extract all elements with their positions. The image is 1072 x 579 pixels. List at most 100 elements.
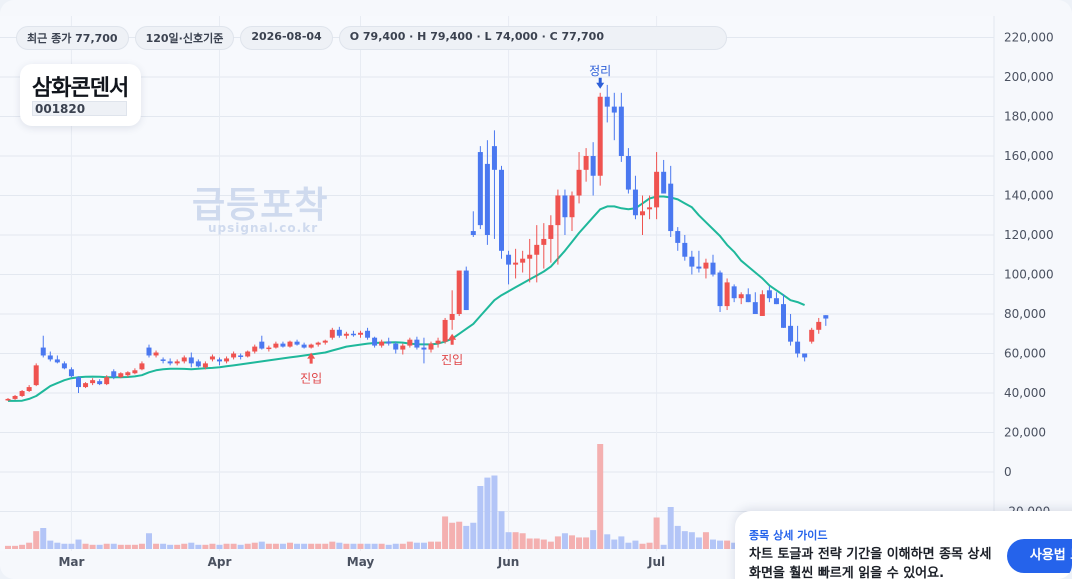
candle-body	[125, 372, 131, 376]
candle	[188, 352, 194, 368]
volume-bar	[174, 544, 181, 549]
volume-bar	[597, 444, 604, 549]
candle	[788, 314, 794, 346]
candle	[125, 371, 131, 378]
candle-body	[188, 357, 194, 364]
info-bar: 최근 종가 77,700 120일·신호기준 2026-08-04 O 79,4…	[16, 26, 727, 50]
volume-bar	[315, 543, 322, 549]
volume-bar	[167, 544, 174, 549]
volume-bar	[124, 544, 131, 549]
candle	[132, 368, 138, 375]
candle-body	[19, 391, 25, 396]
candle-body	[738, 294, 744, 299]
volume-bar	[146, 533, 152, 549]
candle-body	[583, 156, 589, 170]
candle-body	[174, 361, 180, 364]
volume-bar	[477, 486, 484, 549]
candle	[745, 288, 751, 303]
candle	[576, 152, 582, 204]
candle-body	[576, 169, 582, 196]
candle	[802, 353, 808, 362]
candle	[217, 357, 222, 366]
candle-body	[400, 345, 406, 350]
candle-body	[604, 96, 610, 107]
volume-bar	[484, 477, 491, 549]
candle-body	[308, 344, 314, 348]
candle-body	[40, 347, 46, 356]
candle	[562, 189, 568, 235]
volume-bar	[195, 544, 202, 549]
guide-toast: 종목 상세 가이드 차트 토글과 전략 기간을 이해하면 종목 상세 화면을 훨…	[735, 511, 1072, 579]
candle-body	[238, 355, 244, 357]
candle	[40, 335, 46, 358]
volume-bar	[301, 543, 308, 549]
candle-body	[484, 163, 490, 235]
plot-area	[0, 16, 994, 551]
volume-bar	[604, 534, 611, 549]
watermark-brand: 급등포착	[192, 185, 329, 226]
volume-bar	[435, 541, 442, 549]
candle	[343, 331, 349, 339]
candle	[696, 250, 702, 273]
volume-bar	[26, 542, 33, 549]
candle	[513, 248, 519, 279]
candle	[301, 342, 307, 349]
candle	[358, 330, 363, 338]
candle	[33, 363, 39, 387]
candle	[68, 367, 74, 378]
guide-title: 종목 상세 가이드	[749, 529, 828, 542]
candle	[583, 148, 589, 182]
watermark-url: upsignal.co.kr	[208, 221, 319, 235]
guide-button[interactable]: 사용법 보기	[1007, 539, 1072, 573]
volume-bar	[428, 541, 434, 549]
volume-bar	[632, 540, 639, 549]
volume-bar	[618, 536, 625, 549]
candle	[174, 359, 180, 366]
candle-body	[477, 152, 483, 226]
candle	[661, 159, 667, 194]
candle	[118, 372, 124, 379]
x-tick-label: May	[347, 555, 375, 569]
candle	[393, 341, 399, 354]
volume-bar	[420, 542, 427, 549]
candle-body	[513, 262, 519, 265]
volume-bar	[456, 521, 463, 549]
volume-bar	[202, 544, 209, 549]
candle	[781, 294, 786, 328]
candle-body	[534, 244, 540, 255]
volume-bar	[498, 511, 505, 549]
candle	[484, 140, 490, 245]
candle	[823, 315, 829, 326]
candle	[647, 195, 653, 220]
candle	[329, 327, 335, 340]
candle-body	[562, 195, 568, 218]
y-tick-label: 160,000	[1004, 149, 1054, 163]
candle-body	[548, 225, 554, 239]
candle	[195, 359, 201, 368]
x-tick-label: Jul	[647, 555, 665, 569]
volume-bar	[576, 537, 583, 549]
candle-body	[372, 337, 378, 346]
candle	[759, 290, 765, 316]
candle-body	[167, 361, 173, 364]
y-tick-label: 120,000	[1004, 228, 1054, 242]
volume-bar	[717, 540, 724, 549]
candle	[379, 339, 385, 348]
volume-bar	[590, 530, 597, 549]
volume-bar	[554, 536, 561, 549]
candle	[809, 327, 815, 344]
volume-bar	[660, 544, 667, 549]
candle-body	[590, 156, 596, 176]
candle	[231, 351, 237, 360]
volume-bar	[209, 543, 216, 549]
candle-body	[442, 319, 448, 342]
volume-bar	[160, 543, 167, 549]
volume-bar	[442, 516, 449, 549]
candle-body	[654, 171, 660, 208]
candle-body	[202, 363, 208, 368]
candle	[336, 326, 342, 338]
volume-bar	[695, 537, 702, 549]
volume-bar	[561, 533, 568, 549]
